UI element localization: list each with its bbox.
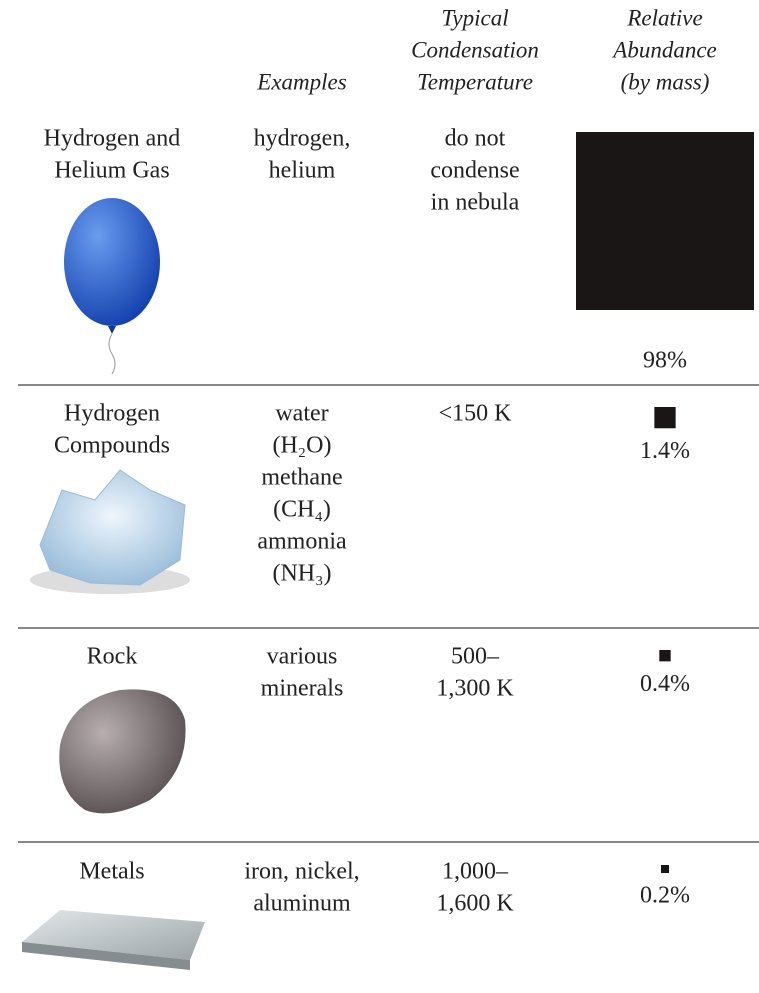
cell-examples: iron, nickel, bbox=[244, 859, 359, 885]
cell-examples: (H₂O) bbox=[272, 433, 331, 459]
metal-icon bbox=[22, 910, 205, 970]
header-abundance: Relative bbox=[626, 5, 702, 30]
cell-temperature: 1,300 K bbox=[436, 676, 514, 702]
abundance-square bbox=[659, 650, 671, 662]
cell-examples: hydrogen, bbox=[254, 126, 351, 152]
balloon-icon bbox=[64, 198, 160, 375]
cell-examples: (NH₃) bbox=[272, 561, 331, 587]
cell-temperature: in nebula bbox=[431, 190, 520, 216]
cell-name: Metals bbox=[79, 859, 144, 885]
cell-examples: methane bbox=[261, 465, 342, 491]
abundance-label: 0.2% bbox=[640, 883, 690, 909]
cell-name: Compounds bbox=[54, 433, 170, 459]
cell-examples: aluminum bbox=[253, 891, 351, 917]
rock-icon bbox=[59, 689, 186, 814]
abundance-label: 98% bbox=[643, 348, 687, 374]
table-content: Examples Typical Condensation Temperature Re… bbox=[44, 5, 754, 917]
header-temperature: Condensation bbox=[411, 37, 539, 62]
cell-temperature: 1,600 K bbox=[436, 891, 514, 917]
header-abundance: (by mass) bbox=[621, 69, 710, 94]
cell-temperature: 500– bbox=[451, 644, 500, 670]
ice-icon bbox=[30, 469, 190, 594]
header-temperature: Typical bbox=[441, 5, 508, 30]
abundance-label: 1.4% bbox=[640, 438, 690, 464]
cell-name: Rock bbox=[87, 644, 138, 670]
cell-examples: (CH₄) bbox=[273, 497, 331, 523]
header-examples: Examples bbox=[256, 69, 346, 94]
header-temperature: Temperature bbox=[417, 69, 533, 94]
abundance-square bbox=[654, 407, 676, 429]
cell-temperature: condense bbox=[430, 158, 519, 184]
cell-examples: minerals bbox=[261, 676, 344, 702]
cell-temperature: 1,000– bbox=[442, 859, 509, 885]
cell-name: Hydrogen and bbox=[44, 126, 181, 152]
cell-temperature: do not bbox=[445, 126, 506, 152]
abundance-label: 0.4% bbox=[640, 671, 690, 697]
cell-name: Helium Gas bbox=[54, 158, 169, 184]
abundance-square bbox=[660, 865, 670, 874]
header-abundance: Abundance bbox=[611, 37, 716, 62]
cell-examples: various bbox=[267, 644, 338, 670]
cell-examples: helium bbox=[269, 158, 336, 184]
cell-temperature: <150 K bbox=[439, 401, 513, 427]
cell-examples: water bbox=[275, 401, 328, 427]
abundance-square bbox=[576, 132, 754, 310]
cell-examples: ammonia bbox=[257, 529, 347, 555]
cell-name: Hydrogen bbox=[64, 401, 160, 427]
